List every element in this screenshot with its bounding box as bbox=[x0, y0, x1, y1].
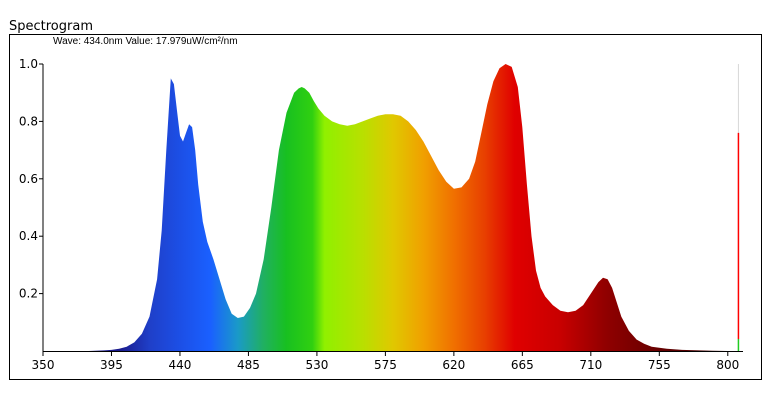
x-tick-label: 620 bbox=[442, 358, 465, 372]
y-tick-label: 0.6 bbox=[19, 172, 38, 186]
y-tick-label: 0.2 bbox=[19, 287, 38, 301]
x-tick-label: 350 bbox=[32, 358, 55, 372]
x-tick-label: 710 bbox=[579, 358, 602, 372]
x-tick-label: 440 bbox=[169, 358, 192, 372]
spectrum-area-layer bbox=[88, 64, 728, 351]
x-tick-label: 575 bbox=[374, 358, 397, 372]
spectrum-area bbox=[88, 64, 728, 351]
x-tick-label: 485 bbox=[237, 358, 260, 372]
chart-title: Spectrogram bbox=[9, 19, 93, 34]
y-tick-label: 1.0 bbox=[19, 57, 38, 71]
x-tick-label: 395 bbox=[100, 358, 123, 372]
x-tick-label: 665 bbox=[511, 358, 534, 372]
y-tick-label: 0.8 bbox=[19, 114, 38, 128]
y-tick-label: 0.4 bbox=[19, 229, 38, 243]
axes-layer: 0.2 0.4 0.6 0.8 1.0 350 395 440 485 530 575 620 665 7… bbox=[19, 57, 743, 372]
x-tick-label: 800 bbox=[716, 358, 739, 372]
cursor-readout: Wave: 434.0nm Value: 17.979uW/cm²/nm bbox=[53, 36, 238, 47]
x-tick-label: 755 bbox=[648, 358, 671, 372]
x-tick-label: 530 bbox=[305, 358, 328, 372]
